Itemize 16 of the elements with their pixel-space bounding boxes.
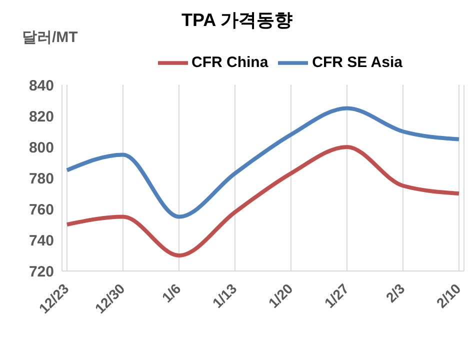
y-tick-label: 840 [28,77,54,94]
chart-title: TPA 가격동향 [182,10,292,30]
x-tick-label: 2/3 [382,280,408,306]
y-tick-label: 740 [28,232,54,250]
line-series [65,106,461,219]
y-tick-label: 820 [28,108,54,126]
line-series [65,145,461,258]
x-tick-label: 1/6 [158,280,184,306]
y-axis-title: 달러/MT [22,28,78,47]
y-tick-label: 780 [28,170,54,188]
y-tick-label: 720 [28,263,54,280]
y-tick-label: 800 [28,139,54,156]
x-tick-label: 1/20 [265,280,296,312]
y-tick-label: 760 [28,201,54,218]
legend-label: CFR China [192,54,268,71]
legend-label: CFR SE Asia [312,54,402,71]
